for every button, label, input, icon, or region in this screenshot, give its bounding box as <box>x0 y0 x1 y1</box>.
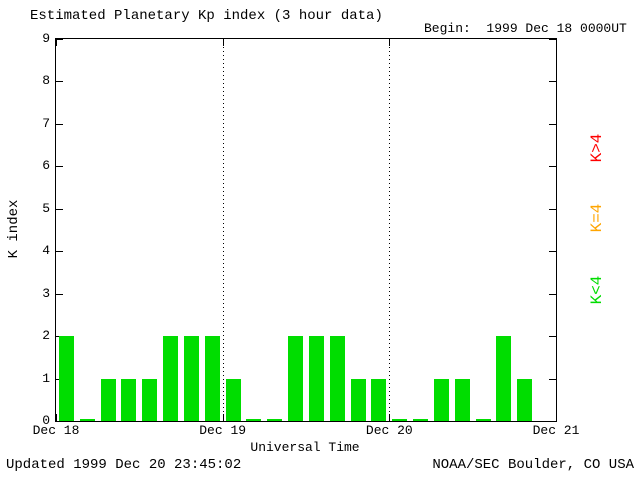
x-tick-bottom <box>556 414 557 421</box>
y-tick-label: 5 <box>42 200 50 216</box>
y-tick-left <box>56 39 63 40</box>
kp-bar <box>58 336 74 421</box>
kp-bar <box>142 378 158 421</box>
kp-bar <box>433 378 449 421</box>
x-tick-top <box>56 39 57 46</box>
kp-bar <box>350 378 366 421</box>
y-tick-right <box>549 251 556 253</box>
y-tick-left <box>56 166 63 168</box>
y-tick-right <box>549 378 556 380</box>
y-tick-right <box>549 81 556 83</box>
y-tick-right <box>549 293 556 295</box>
kp-bar <box>204 336 220 421</box>
plot-area: 0 1 2 3 4 5 6 7 8 9 Dec 18 Dec 19 Dec 20 Dec 21 <box>33 31 580 438</box>
legend-k-eq-4: K=4 <box>588 203 606 233</box>
kp-bar <box>267 419 283 421</box>
chart-title: Estimated Planetary Kp index (3 hour dat… <box>30 8 383 24</box>
kp-bar <box>475 419 491 421</box>
y-tick-right <box>549 166 556 168</box>
y-tick-left <box>56 251 63 253</box>
updated-timestamp: Updated 1999 Dec 20 23:45:02 <box>6 457 242 473</box>
y-tick-right <box>549 208 556 210</box>
y-tick-label: 0 <box>42 413 50 428</box>
y-tick-label: 6 <box>42 158 50 174</box>
kp-bar <box>225 378 241 421</box>
y-tick-label: 1 <box>42 370 50 386</box>
kp-bar <box>329 336 345 421</box>
y-tick-label: 3 <box>42 285 50 301</box>
kp-bar <box>79 419 95 421</box>
kp-bar <box>121 378 137 421</box>
y-tick-label: 8 <box>42 73 50 89</box>
kp-bar <box>496 336 512 421</box>
x-tick-label: Dec 21 <box>532 423 580 438</box>
y-tick-label: 9 <box>42 31 50 46</box>
source-credit: NOAA/SEC Boulder, CO USA <box>432 457 634 473</box>
kp-bar <box>517 378 533 421</box>
y-tick-label: 2 <box>42 328 50 344</box>
kp-bar <box>100 378 116 421</box>
kp-bar <box>454 378 470 421</box>
x-tick-label: Dec 20 <box>365 423 413 438</box>
kp-bar <box>183 336 199 421</box>
legend-k-gt-4: K>4 <box>588 133 606 163</box>
x-tick-bottom <box>56 414 57 421</box>
x-axis-title: Universal Time <box>250 440 360 455</box>
kp-bar <box>413 419 429 421</box>
day-gridline <box>222 39 224 421</box>
y-tick-right <box>549 421 556 422</box>
x-tick-label: Dec 19 <box>199 423 247 438</box>
y-tick-left <box>56 123 63 125</box>
y-axis-title: K index <box>6 199 22 259</box>
x-tick-label: Dec 18 <box>32 423 80 438</box>
y-tick-left <box>56 293 63 295</box>
legend-k-lt-4: K<4 <box>588 275 606 305</box>
y-tick-right <box>549 336 556 338</box>
y-tick-left <box>56 208 63 210</box>
kp-bar <box>371 378 387 421</box>
kp-bar <box>392 419 408 421</box>
y-tick-right <box>549 39 556 40</box>
y-tick-label: 4 <box>42 243 50 259</box>
kp-bar <box>246 419 262 421</box>
day-gridline <box>389 39 391 421</box>
begin-label: Begin: 1999 Dec 18 0000UT <box>424 21 627 36</box>
y-tick-left <box>56 421 63 422</box>
kp-bar <box>163 336 179 421</box>
x-tick-top <box>556 39 557 46</box>
kp-bar <box>288 336 304 421</box>
y-tick-left <box>56 81 63 83</box>
kp-bar <box>308 336 324 421</box>
y-tick-right <box>549 123 556 125</box>
y-tick-label: 7 <box>42 115 50 131</box>
